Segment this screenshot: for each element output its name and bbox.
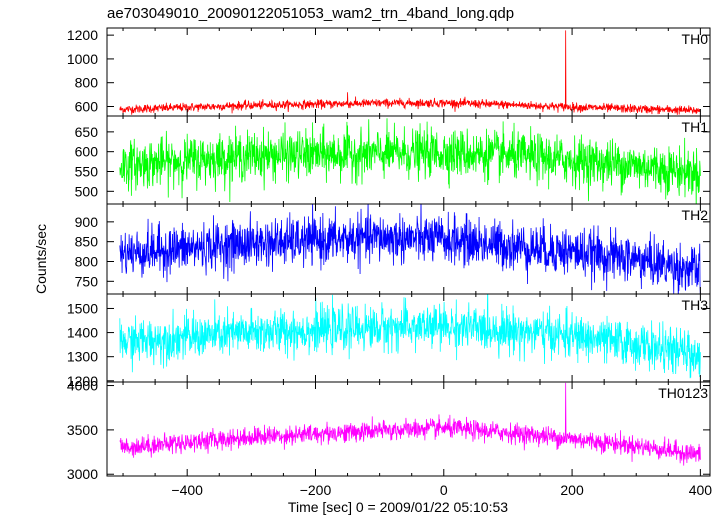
x-tick-label: 400 [689,482,713,498]
panel-th0: 600 800 1000 1200 TH0 [67,27,711,117]
panel-label-th0: TH0 [682,31,709,47]
series-line-th0123 [119,382,701,466]
y-tick-label: 1200 [67,27,98,43]
y-tick-label: 1400 [67,325,98,341]
y-tick-label: 1300 [67,349,98,365]
x-tick-label: −400 [171,482,203,498]
panel-label-th1: TH1 [682,119,709,135]
panel-th3: 1200 1300 1400 1500 TH3 [67,293,711,389]
y-tick-label: 1000 [67,51,98,67]
y-tick-label: 1200 [67,373,98,389]
panel-th1: 500 550 600 650 TH1 [75,115,711,205]
y-tick-label: 1500 [67,300,98,316]
y-tick-label: 500 [75,183,99,199]
x-tick-label: −200 [300,482,332,498]
series-line-th0 [119,30,701,115]
panel-th2: 750 800 850 900 TH2 [75,203,711,295]
chart-title: ae703049010_20090122051053_wam2_trn_4ban… [107,5,514,22]
y-tick-label: 750 [75,273,99,289]
x-tick-label: 200 [560,482,584,498]
x-tick-label: 0 [440,482,448,498]
panels-group: 600 800 1000 1200 TH0 500 550 600 650 TH1 750 800 85… [67,27,712,498]
panel-th0123: 3000 3500 4000 TH0123 [67,378,711,482]
panel-label-th2: TH2 [682,207,709,223]
panel-label-th0123: TH0123 [658,385,708,401]
y-tick-label: 3000 [67,466,98,482]
panel-label-th3: TH3 [682,297,709,313]
y-tick-label: 650 [75,124,99,140]
y-tick-label: 850 [75,234,99,250]
series-line-th3 [119,294,701,379]
y-tick-label: 550 [75,163,99,179]
series-line-th2 [119,204,701,294]
y-tick-label: 800 [75,75,99,91]
y-tick-label: 3500 [67,422,98,438]
panel-frame [106,381,711,477]
y-tick-label: 4000 [67,378,98,394]
series-line-th1 [119,118,701,204]
y-tick-label: 600 [75,144,99,160]
x-axis-label: Time [sec] 0 = 2009/01/22 05:10:53 [288,499,508,515]
y-axis-label: Counts/sec [33,224,49,294]
y-tick-label: 900 [75,214,99,230]
y-tick-label: 600 [75,98,99,114]
y-tick-label: 800 [75,253,99,269]
